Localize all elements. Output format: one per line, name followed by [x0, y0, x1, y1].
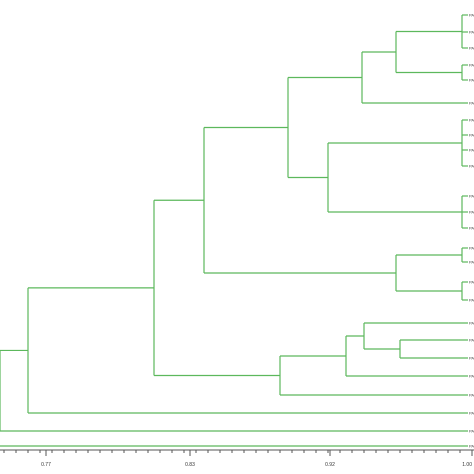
axis-tick-label: 0.92: [325, 462, 335, 468]
leaf-label: PA: [469, 298, 474, 303]
leaf-label: PA: [469, 226, 474, 231]
leaf-label: PA: [469, 321, 474, 326]
leaf-label: PA: [469, 374, 474, 379]
leaf-label: PA: [469, 78, 474, 83]
leaf-label: PA: [469, 393, 474, 398]
leaf-labels: PA PA PA PA PA PA PA PA PA PA PA PA PA PA PA PA PA PA PA PA…: [469, 13, 474, 449]
axis-tick-label: 0.83: [185, 462, 195, 468]
leaf-label: PA: [469, 118, 474, 123]
leaf-label: PA: [469, 133, 474, 138]
leaf-label: PA: [469, 444, 474, 449]
leaf-label: PA: [469, 246, 474, 251]
leaf-label: PA: [469, 46, 474, 51]
leaf-label: PA: [469, 30, 474, 35]
leaf-label: PA: [469, 101, 474, 106]
leaf-label: PA: [469, 260, 474, 265]
leaf-label: PA: [469, 338, 474, 343]
axis-minor-ticks: [3, 450, 473, 453]
leaf-label: PA: [469, 356, 474, 361]
leaf-label: PA: [469, 63, 474, 68]
leaf-label: PA: [469, 164, 474, 169]
dendrogram-branches: [0, 14, 468, 447]
similarity-axis: 0.77 0.83 0.92 1.00: [0, 449, 474, 468]
leaf-label: PA: [469, 13, 474, 18]
leaf-label: PA: [469, 194, 474, 199]
axis-tick-label: 0.77: [41, 462, 51, 468]
leaf-label: PA: [469, 210, 474, 215]
axis-tick-label: 1.00: [462, 462, 472, 468]
leaf-label: PA: [469, 148, 474, 153]
leaf-label: PA: [469, 280, 474, 285]
leaf-label: PA: [469, 429, 474, 434]
leaf-label: PA: [469, 411, 474, 416]
